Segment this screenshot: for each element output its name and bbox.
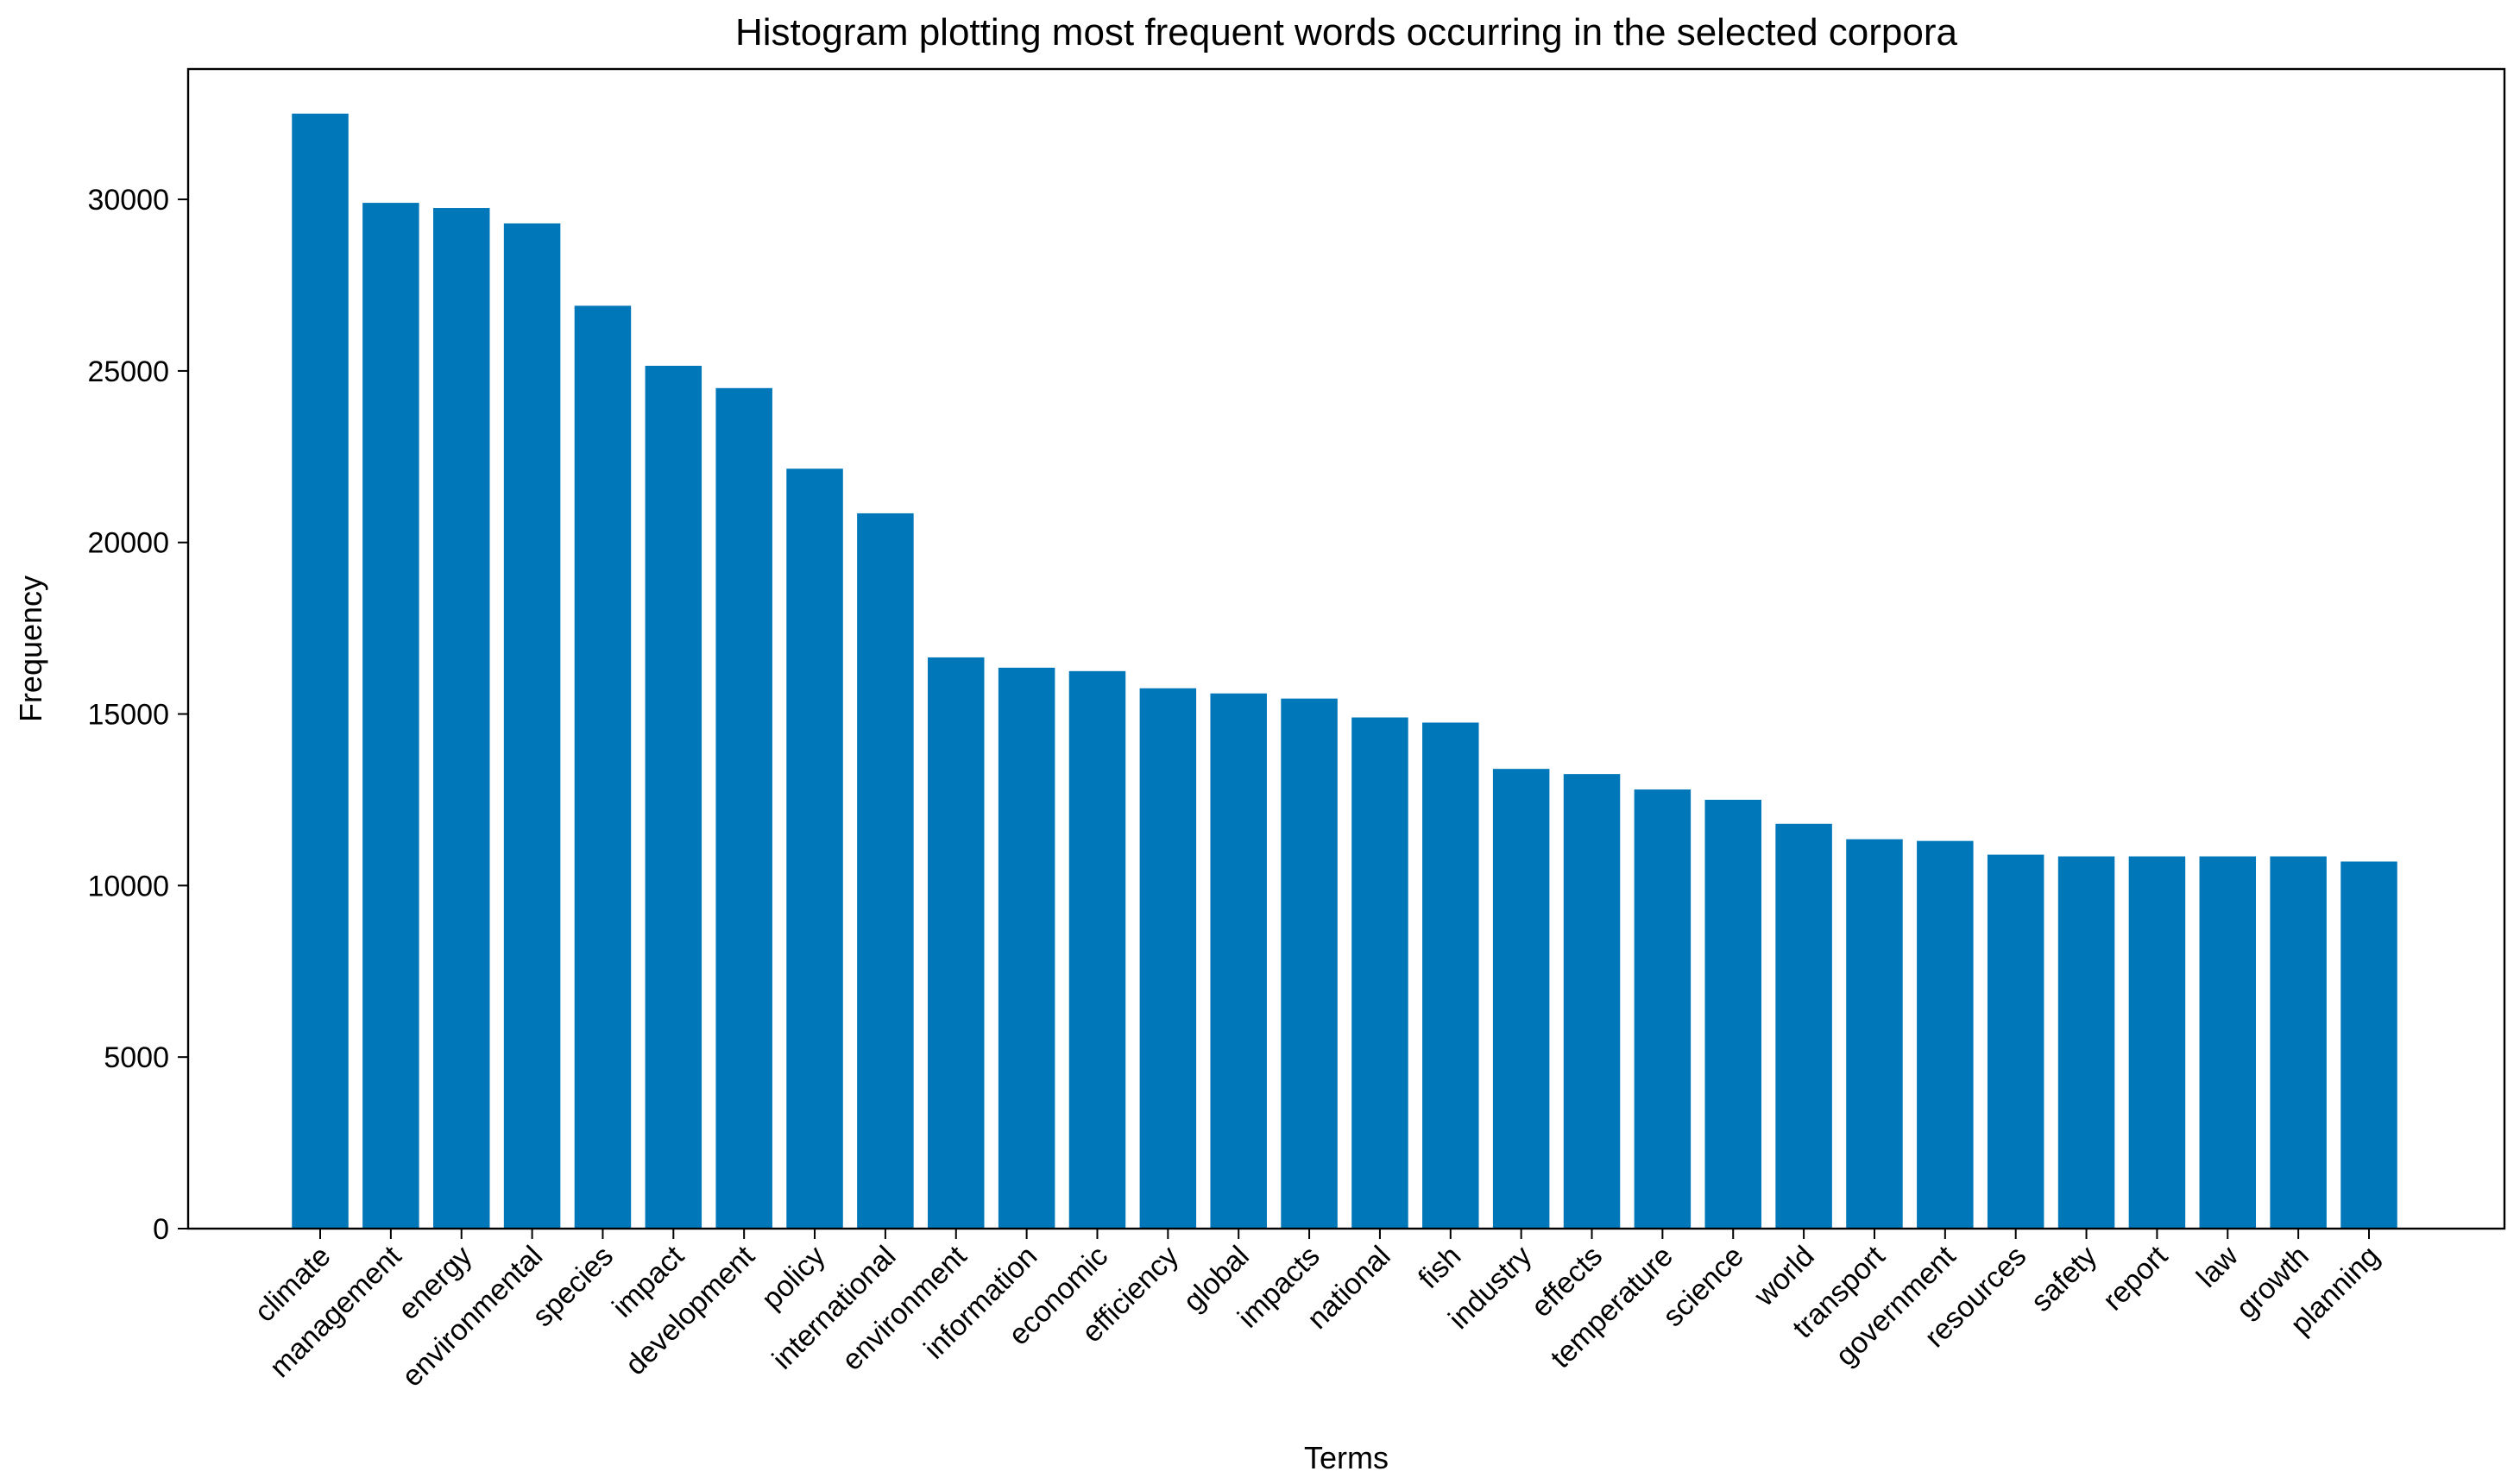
bar-energy (432, 208, 490, 1229)
bar-fish (1422, 722, 1479, 1229)
bar-effects (1563, 774, 1621, 1229)
x-tick-label: safety (2025, 1240, 2103, 1318)
chart-title: Histogram plotting most frequent words o… (735, 11, 1958, 53)
x-tick-label: report (2096, 1239, 2174, 1317)
x-axis-ticks: climatemanagementenergyenvironmentalspec… (249, 1229, 2386, 1393)
bar-industry (1492, 769, 1550, 1229)
y-axis-title: Frequency (13, 575, 48, 722)
y-tick-label: 15000 (87, 699, 169, 732)
bar-policy (786, 468, 843, 1229)
bar-environmental (503, 223, 561, 1229)
bar-world (1775, 823, 1832, 1229)
x-tick-label: species (526, 1240, 620, 1333)
bar-information (998, 667, 1055, 1229)
bar-growth (2270, 856, 2327, 1229)
bar-climate (292, 113, 349, 1229)
bar-international (857, 512, 914, 1229)
bar-development (715, 387, 772, 1229)
bar-environment (928, 657, 985, 1229)
x-tick-label: fish (1412, 1240, 1467, 1295)
bar-law (2199, 856, 2257, 1229)
y-tick-label: 10000 (87, 870, 169, 902)
bar-report (2128, 856, 2186, 1229)
y-axis-ticks: 0 5000 10000 15000 20000 25000 30000 (87, 184, 188, 1246)
bar-national (1351, 717, 1408, 1229)
y-tick-label: 30000 (87, 184, 169, 217)
bar-safety (2057, 856, 2115, 1229)
bars-group (292, 113, 2397, 1229)
bar-economic (1068, 670, 1126, 1229)
y-tick-label: 25000 (87, 355, 169, 388)
bar-government (1917, 840, 1974, 1229)
bar-science (1704, 799, 1761, 1229)
bar-species (574, 305, 632, 1229)
x-axis-title: Terms (1304, 1440, 1389, 1475)
bar-impacts (1281, 698, 1338, 1229)
x-tick-label: law (2190, 1239, 2245, 1293)
y-tick-label: 0 (153, 1213, 169, 1246)
bar-efficiency (1139, 688, 1197, 1229)
bar-global (1210, 693, 1267, 1229)
x-tick-label: science (1657, 1240, 1750, 1333)
bar-transport (1846, 839, 1903, 1229)
bar-planning (2340, 861, 2397, 1229)
y-tick-label: 5000 (104, 1041, 169, 1074)
bar-management (362, 203, 419, 1229)
plot-area-frame (186, 67, 2506, 1230)
bar-temperature (1634, 789, 1692, 1229)
y-tick-label: 20000 (87, 527, 169, 560)
bar-resources (1987, 854, 2044, 1229)
bar-impact (645, 365, 702, 1229)
